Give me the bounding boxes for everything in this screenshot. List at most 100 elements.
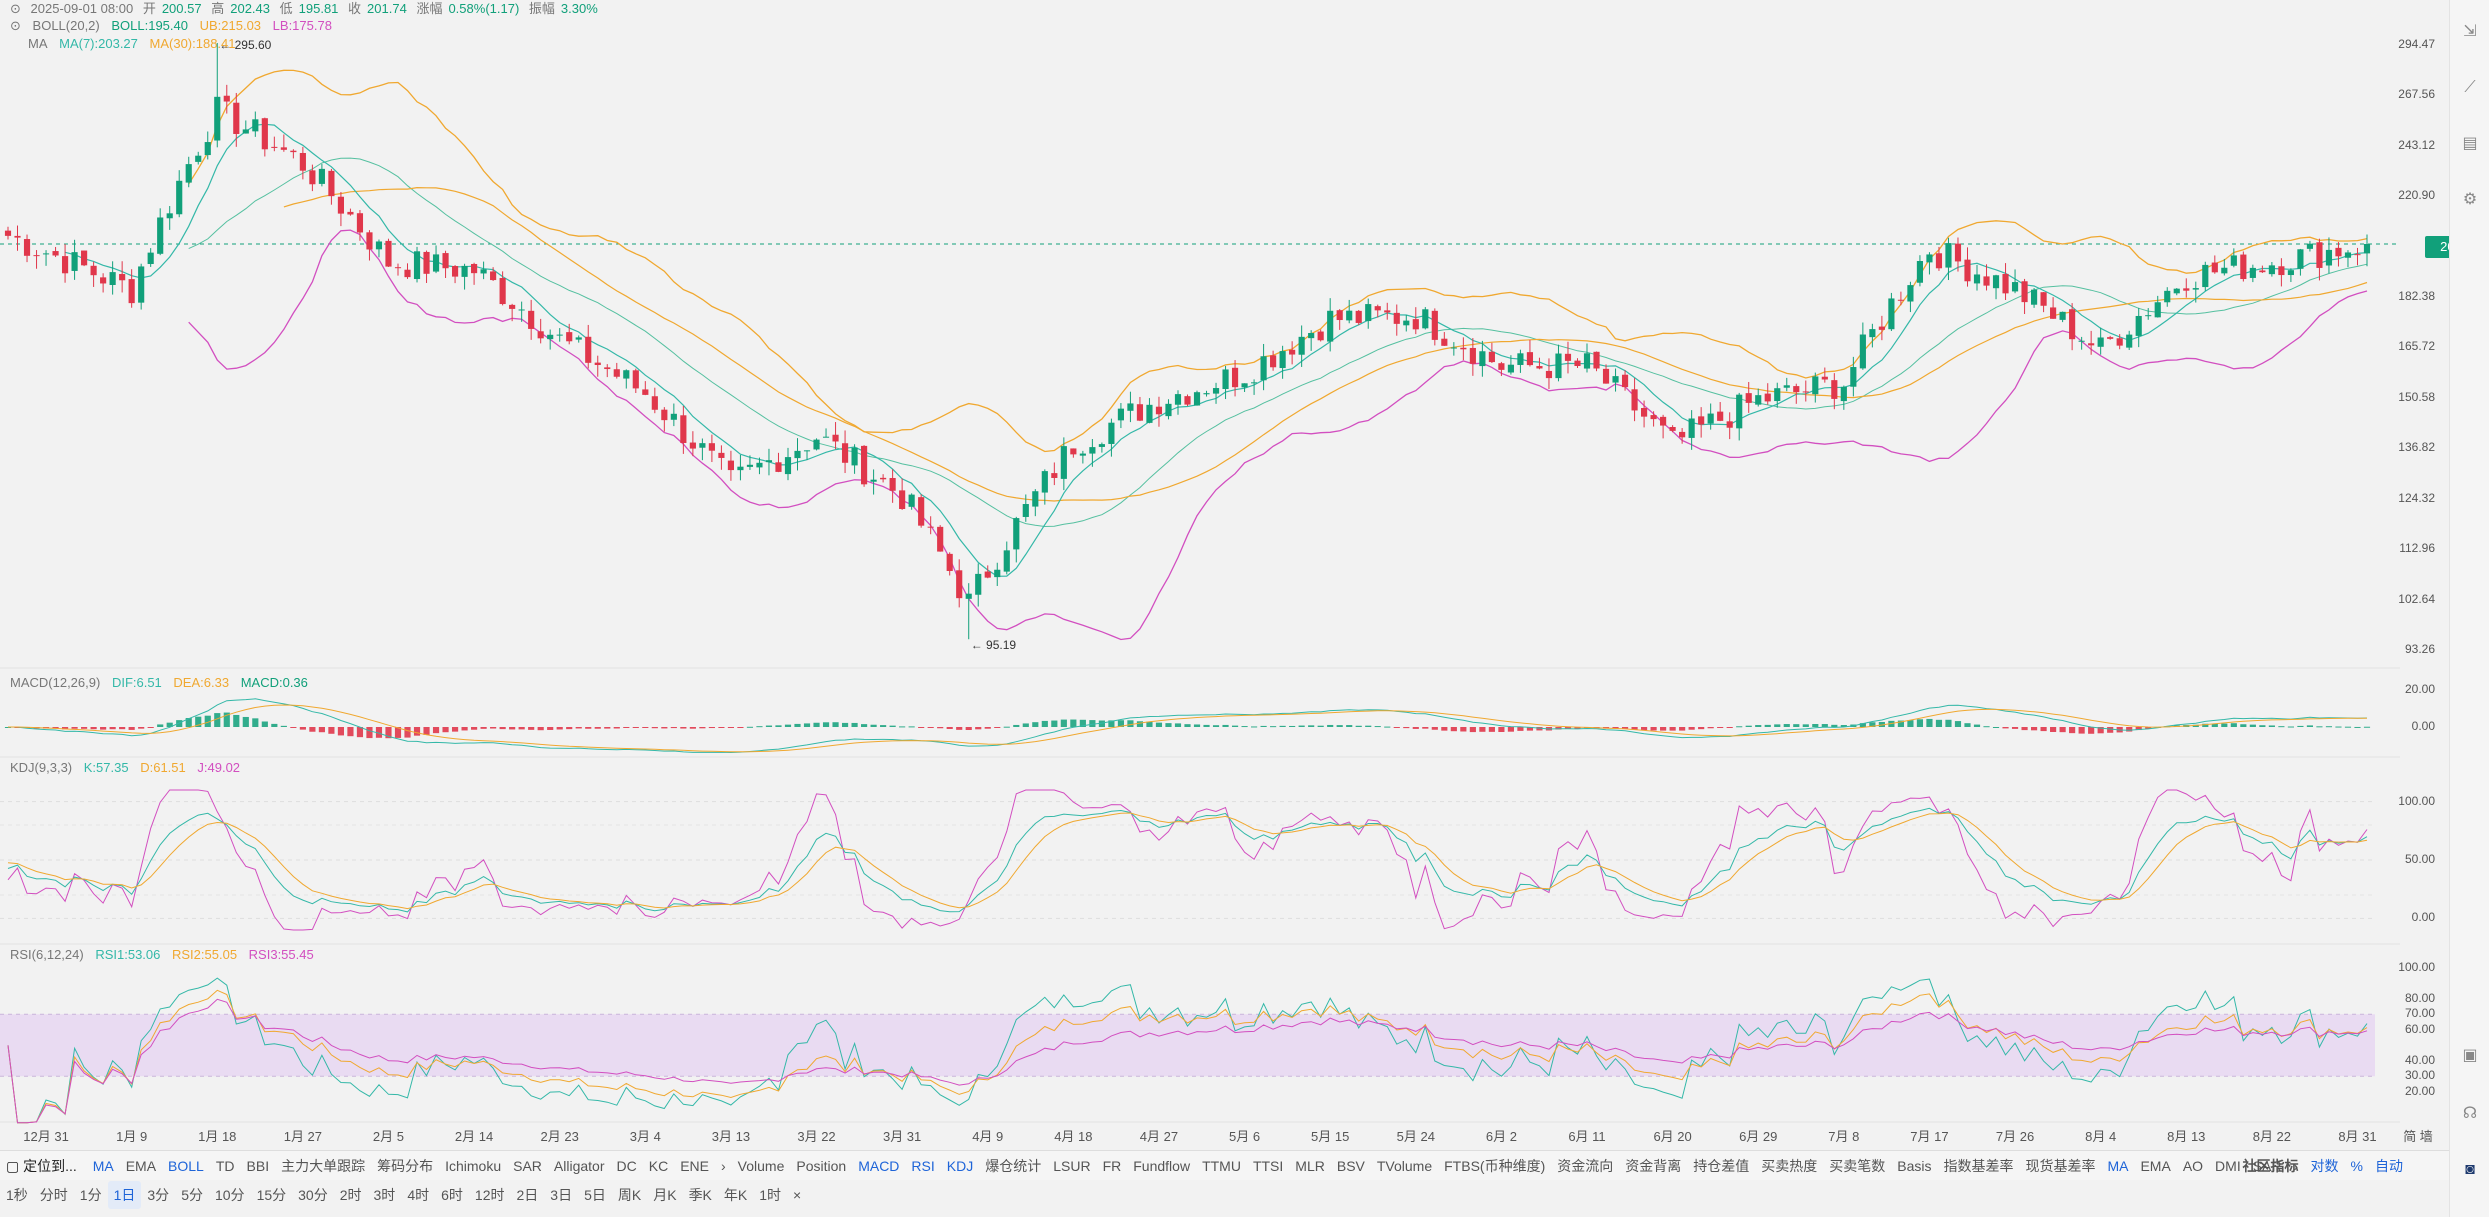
indicator-item[interactable]: FTBS(币种维度) xyxy=(1444,1158,1546,1174)
candle-body xyxy=(138,266,145,303)
indicator-item[interactable]: MACD xyxy=(858,1158,900,1174)
boll-legend[interactable]: ⊙ BOLL(20,2) BOLL:195.40 UB:215.03 LB:17… xyxy=(10,17,340,35)
rsi-axis-label: 80.00 xyxy=(2404,990,2435,1005)
indicator-item[interactable]: › xyxy=(721,1158,726,1174)
macd-histogram-bar xyxy=(471,727,478,730)
interval-item[interactable]: 2日 xyxy=(516,1187,539,1203)
export-icon[interactable]: ⇲ xyxy=(2463,23,2477,40)
interval-item[interactable]: 1分 xyxy=(79,1187,102,1203)
interval-item[interactable]: 3时 xyxy=(373,1187,396,1203)
ma-legend[interactable]: MA MA(7):203.27 MA(30):188.41 xyxy=(28,35,244,53)
interval-item[interactable]: 3日 xyxy=(550,1187,573,1203)
indicator-item[interactable]: MA xyxy=(2107,1158,2129,1174)
interval-item[interactable]: 季K xyxy=(688,1187,712,1203)
interval-item[interactable]: 5分 xyxy=(181,1187,203,1203)
collapse-icon[interactable]: ⊙ xyxy=(10,1,21,16)
indicator-item[interactable]: Volume xyxy=(737,1158,785,1174)
indicator-item[interactable]: Basis xyxy=(1897,1158,1932,1174)
indicator-option[interactable]: 社区指标 xyxy=(2242,1158,2299,1174)
indicator-bar: ▢ 定位到... MA EMA BOLL TD BBI 主力大单跟踪 筹码分布 Ichimok… xyxy=(0,1150,2449,1180)
indicator-item[interactable]: EMA xyxy=(2140,1158,2171,1174)
price-axis-label: 267.56 xyxy=(2398,87,2435,102)
interval-item[interactable]: 1秒 xyxy=(6,1187,28,1203)
candle-body xyxy=(2363,244,2371,254)
interval-item[interactable]: 5日 xyxy=(584,1187,606,1203)
indicator-item[interactable]: ENE xyxy=(680,1158,709,1174)
max-price-marker: ← 295.60 xyxy=(219,38,271,52)
interval-item[interactable]: 月K xyxy=(653,1187,677,1203)
support-icon[interactable]: ☊ xyxy=(2462,1105,2478,1122)
indicator-item[interactable]: MA xyxy=(92,1158,114,1174)
indicator-item[interactable]: FR xyxy=(1102,1158,1122,1174)
locate-button[interactable]: ▢ 定位到... xyxy=(6,1158,77,1174)
indicator-item[interactable]: Fundflow xyxy=(1133,1158,1191,1174)
indicator-item[interactable]: TTMU xyxy=(1202,1158,1241,1174)
chart-canvas[interactable]: ← 295.60 ← 95.19 xyxy=(0,0,2400,1150)
interval-item[interactable]: 1时 xyxy=(759,1187,782,1203)
indicator-item[interactable]: BSV xyxy=(1336,1158,1365,1174)
indicator-item[interactable]: AO xyxy=(2182,1158,2204,1174)
indicator-item[interactable]: DMI xyxy=(2215,1158,2241,1174)
indicator-item[interactable]: BOLL xyxy=(168,1158,204,1174)
indicator-item[interactable]: RSI xyxy=(911,1158,935,1174)
interval-item[interactable]: 1日 xyxy=(107,1181,142,1209)
indicator-item[interactable]: 买卖笔数 xyxy=(1829,1158,1886,1174)
interval-item[interactable]: 年K xyxy=(723,1187,748,1203)
indicator-item[interactable]: 买卖热度 xyxy=(1761,1158,1818,1174)
layout-icon[interactable]: ▣ xyxy=(2462,1047,2478,1064)
line-tool-icon[interactable]: ⟋ xyxy=(2464,79,2476,96)
indicator-item[interactable]: KDJ xyxy=(946,1158,974,1174)
indicator-item[interactable]: LSUR xyxy=(1053,1158,1091,1174)
ma-name: MA xyxy=(28,36,48,51)
indicator-item[interactable]: EMA xyxy=(125,1158,157,1174)
settings-icon[interactable]: ⚙ xyxy=(2462,191,2478,208)
indicator-option[interactable]: 自动 xyxy=(2375,1158,2403,1174)
indicator-item[interactable]: KC xyxy=(648,1158,669,1174)
indicator-item[interactable]: SAR xyxy=(2252,1158,2282,1174)
interval-item[interactable]: 2时 xyxy=(339,1187,362,1203)
macd-histogram-bar xyxy=(594,727,601,729)
indicator-item[interactable]: DC xyxy=(616,1158,637,1174)
indicator-item[interactable]: 资金流向 xyxy=(1557,1158,1614,1174)
game-icon[interactable]: ◙ xyxy=(2465,1161,2475,1178)
indicator-item[interactable]: BBI xyxy=(246,1158,270,1174)
interval-item[interactable]: 15分 xyxy=(256,1187,287,1203)
candle-body xyxy=(1764,393,1771,402)
bell-icon[interactable]: ⊙ xyxy=(10,18,21,33)
interval-item[interactable]: 周K xyxy=(617,1187,642,1203)
rsi-legend[interactable]: RSI(6,12,24) RSI1:53.06 RSI2:55.05 RSI3:… xyxy=(10,946,322,964)
indicator-item[interactable]: SAR xyxy=(513,1158,542,1174)
interval-item[interactable]: 分时 xyxy=(39,1187,68,1203)
indicator-item[interactable]: Position xyxy=(796,1158,847,1174)
indicator-item[interactable]: 爆仓统计 xyxy=(985,1158,1042,1174)
indicator-item[interactable]: 筹码分布 xyxy=(377,1158,434,1174)
macd-legend[interactable]: MACD(12,26,9) DIF:6.51 DEA:6.33 MACD:0.3… xyxy=(10,674,316,692)
indicator-option[interactable]: % xyxy=(2350,1158,2363,1174)
indicator-item[interactable]: Ichimoku xyxy=(445,1158,502,1174)
interval-item[interactable]: 3分 xyxy=(147,1187,170,1203)
candle-body xyxy=(2078,340,2085,342)
indicator-item[interactable]: 持仓差值 xyxy=(1693,1158,1750,1174)
interval-item[interactable]: × xyxy=(793,1187,802,1203)
interval-item[interactable]: 12时 xyxy=(474,1187,505,1203)
kdj-legend[interactable]: KDJ(9,3,3) K:57.35 D:61.51 J:49.02 xyxy=(10,759,248,777)
indicator-item[interactable]: TD xyxy=(215,1158,235,1174)
candle-body xyxy=(1308,333,1315,339)
indicator-icon[interactable]: ▤ xyxy=(2462,135,2478,152)
indicator-item[interactable]: 资金背离 xyxy=(1625,1158,1682,1174)
interval-item[interactable]: 6时 xyxy=(441,1187,463,1203)
indicator-item[interactable]: Alligator xyxy=(553,1158,605,1174)
indicator-option[interactable]: 对数 xyxy=(2310,1158,2339,1174)
indicator-item[interactable]: 主力大单跟踪 xyxy=(281,1158,366,1174)
indicator-item[interactable]: 现货基差率 xyxy=(2025,1158,2096,1174)
interval-item[interactable]: 30分 xyxy=(298,1187,328,1203)
indicator-item[interactable]: MLR xyxy=(1295,1158,1325,1174)
macd-histogram-bar xyxy=(680,727,687,729)
interval-item[interactable]: 4时 xyxy=(407,1187,430,1203)
indicator-item[interactable]: TVolume xyxy=(1376,1158,1433,1174)
indicator-item[interactable]: TTSI xyxy=(1252,1158,1284,1174)
indicator-item[interactable]: › xyxy=(2293,1158,2299,1174)
indicator-item[interactable]: 指数基差率 xyxy=(1943,1158,2014,1174)
rsi-overbought-zone xyxy=(0,1014,2375,1077)
interval-item[interactable]: 10分 xyxy=(214,1187,245,1203)
